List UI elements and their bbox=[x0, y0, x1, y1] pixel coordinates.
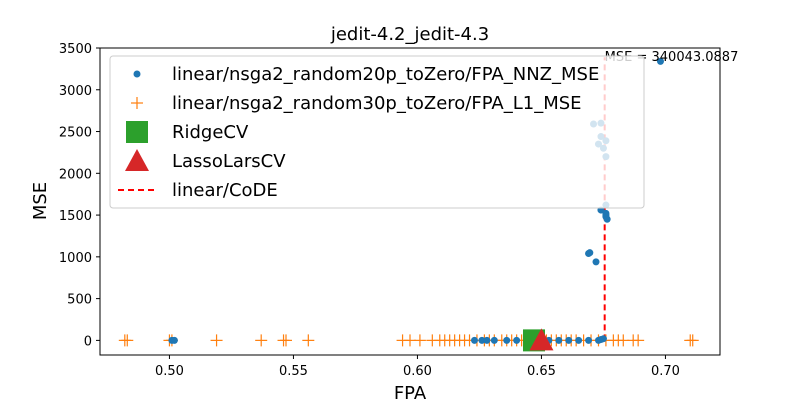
y-tick-label: 3000 bbox=[59, 84, 92, 99]
nnz-mse-point bbox=[470, 336, 478, 344]
l1-mse-point bbox=[413, 334, 426, 347]
plot-marks bbox=[118, 57, 699, 352]
y-axis: 0 500 1000 1500 2000 2500 3000 3500 bbox=[59, 42, 100, 349]
nnz-mse-point bbox=[513, 336, 521, 344]
legend-item-lassolarscv: LassoLarsCV bbox=[172, 151, 286, 172]
l1-mse-point bbox=[255, 334, 268, 347]
x-tick-label: 0.50 bbox=[155, 364, 184, 379]
l1-mse-point bbox=[210, 334, 223, 347]
legend-item-nnz-mse-marker bbox=[133, 70, 141, 78]
x-tick-label: 0.55 bbox=[279, 364, 308, 379]
x-tick-label: 0.65 bbox=[527, 364, 556, 379]
nnz-mse-point bbox=[585, 336, 593, 344]
nnz-mse-point bbox=[490, 336, 498, 344]
nnz-mse-point bbox=[603, 215, 611, 223]
y-tick-label: 1000 bbox=[59, 251, 92, 266]
chart-title: jedit-4.2_jedit-4.3 bbox=[330, 24, 489, 45]
nnz-mse-point bbox=[592, 258, 600, 266]
lassolarscv-point bbox=[529, 328, 554, 351]
nnz-mse-point bbox=[483, 336, 491, 344]
l1-mse-point bbox=[121, 334, 134, 347]
l1-mse-point bbox=[686, 334, 699, 347]
nnz-mse-point bbox=[602, 209, 610, 217]
legend-item-ridgecv: RidgeCV bbox=[172, 122, 249, 143]
y-tick-label: 3500 bbox=[59, 42, 92, 57]
y-tick-label: 500 bbox=[67, 293, 92, 308]
legend-item-l1-mse: linear/nsga2_random30p_toZero/FPA_L1_MSE bbox=[172, 93, 582, 114]
nnz-mse-point bbox=[575, 336, 583, 344]
y-axis-label: MSE bbox=[30, 182, 51, 220]
nnz-mse-point bbox=[565, 336, 573, 344]
x-axis-label: FPA bbox=[394, 383, 427, 400]
legend-item-nnz-mse: linear/nsga2_random20p_toZero/FPA_NNZ_MS… bbox=[172, 64, 599, 85]
legend-item-l1-mse-marker bbox=[131, 97, 143, 109]
legend-item-code: linear/CoDE bbox=[172, 180, 278, 201]
legend: linear/nsga2_random20p_toZero/FPA_NNZ_MS… bbox=[109, 55, 645, 209]
nnz-mse-point bbox=[478, 336, 486, 344]
y-tick-label: 2500 bbox=[59, 126, 92, 141]
nnz-mse-point bbox=[586, 249, 594, 257]
nnz-mse-point bbox=[503, 336, 511, 344]
y-tick-label: 1500 bbox=[59, 209, 92, 224]
legend-item-ridgecv-marker bbox=[126, 121, 148, 143]
y-tick-label: 0 bbox=[84, 334, 92, 349]
x-tick-label: 0.60 bbox=[403, 364, 432, 379]
y-tick-label: 2000 bbox=[59, 167, 92, 182]
nnz-mse-point bbox=[170, 336, 178, 344]
l1-mse-point bbox=[280, 334, 292, 347]
l1-mse-point bbox=[302, 334, 315, 347]
legend-box bbox=[109, 55, 645, 209]
nnz-mse-point bbox=[599, 335, 607, 343]
x-tick-label: 0.70 bbox=[651, 364, 680, 379]
nnz-mse-point bbox=[555, 336, 563, 344]
nnz-mse-point bbox=[656, 57, 664, 65]
plot-frame bbox=[99, 47, 721, 356]
legend-item-lassolarscv-marker bbox=[125, 149, 149, 171]
l1-mse-point bbox=[632, 334, 645, 347]
x-axis: 0.50 0.55 0.60 0.65 0.70 bbox=[155, 355, 680, 379]
